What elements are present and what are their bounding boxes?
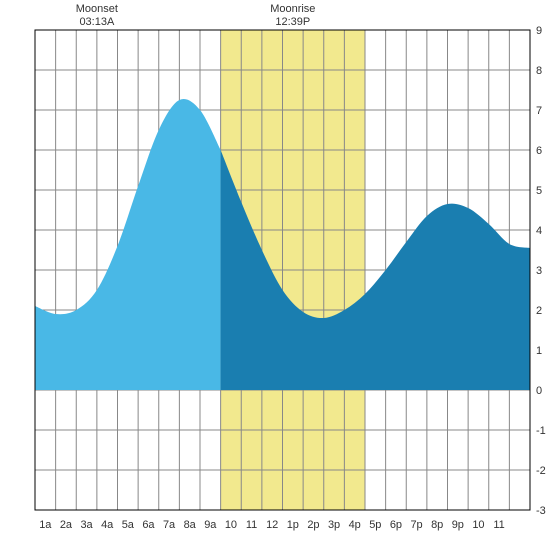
y-tick-label: -2	[536, 465, 546, 477]
y-tick-label: 5	[536, 185, 542, 197]
x-tick-label: 7p	[410, 519, 422, 531]
x-tick-label: 6p	[390, 519, 402, 531]
y-tick-label: 6	[536, 145, 542, 157]
x-tick-label: 10	[225, 519, 237, 531]
moon-event-title: Moonrise	[270, 3, 315, 15]
x-tick-label: 4p	[349, 519, 361, 531]
x-tick-label: 1p	[287, 519, 299, 531]
y-tick-label: 8	[536, 65, 542, 77]
chart-svg: -3-2-101234567891a2a3a4a5a6a7a8a9a101112…	[0, 0, 550, 550]
x-tick-label: 2p	[307, 519, 319, 531]
x-tick-label: 3a	[80, 519, 93, 531]
y-tick-label: 2	[536, 305, 542, 317]
moon-event-time: 12:39P	[275, 16, 310, 28]
x-tick-label: 4a	[101, 519, 114, 531]
x-tick-label: 3p	[328, 519, 340, 531]
moon-event-title: Moonset	[76, 3, 118, 15]
x-tick-label: 11	[493, 519, 504, 531]
y-tick-label: 4	[536, 225, 542, 237]
x-tick-label: 5p	[369, 519, 381, 531]
x-tick-label: 12	[266, 519, 278, 531]
y-tick-label: 1	[536, 345, 542, 357]
x-tick-label: 2a	[60, 519, 73, 531]
y-tick-label: 3	[536, 265, 542, 277]
moon-event-time: 03:13A	[79, 16, 115, 28]
y-tick-label: 9	[536, 25, 542, 37]
x-tick-label: 10	[472, 519, 484, 531]
y-tick-label: 7	[536, 105, 542, 117]
y-tick-label: -3	[536, 505, 546, 517]
tide-chart: -3-2-101234567891a2a3a4a5a6a7a8a9a101112…	[0, 0, 550, 550]
x-tick-label: 8p	[431, 519, 443, 531]
x-tick-label: 11	[246, 519, 257, 531]
y-tick-label: -1	[536, 425, 546, 437]
x-tick-label: 9a	[204, 519, 217, 531]
x-tick-label: 1a	[39, 519, 52, 531]
x-tick-label: 9p	[452, 519, 464, 531]
y-tick-label: 0	[536, 385, 542, 397]
x-tick-label: 8a	[184, 519, 197, 531]
x-tick-label: 6a	[142, 519, 155, 531]
x-tick-label: 5a	[122, 519, 135, 531]
x-tick-label: 7a	[163, 519, 176, 531]
